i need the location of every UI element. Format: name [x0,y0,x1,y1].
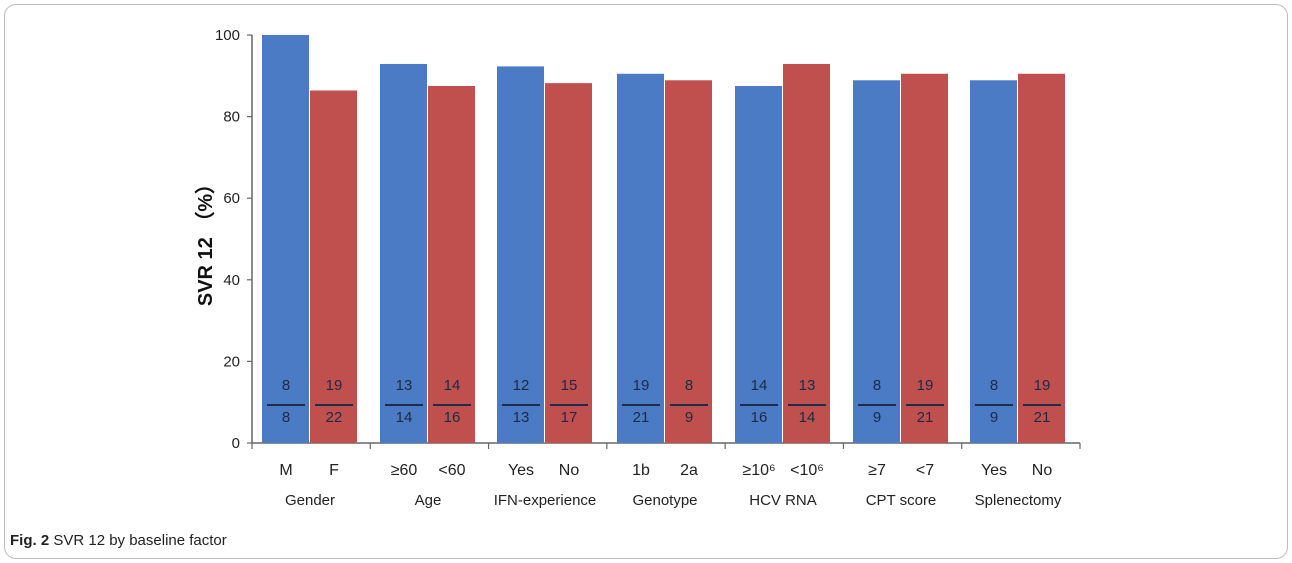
x-category-label: No [559,462,580,479]
bar-fraction-numerator: 13 [799,377,816,394]
y-tick-label: 100 [215,27,240,44]
x-group-label: Splenectomy [975,492,1062,509]
bar-fraction-denominator: 9 [685,409,693,426]
bar-fraction-denominator: 14 [396,409,413,426]
x-group-label: Genotype [632,492,697,509]
x-category-label: ≥7 [868,462,886,479]
bar-hcv-rna-2 [783,63,830,444]
y-tick-label: 80 [223,109,240,126]
x-category-label: No [1032,462,1053,479]
bar-fraction-numerator: 15 [561,377,578,394]
bar-hcv-rna-1 [735,86,782,443]
x-category-label: Yes [508,462,534,479]
bar-ifn-experience-2 [545,83,592,444]
x-group-label: Gender [285,492,335,509]
caption-label: Fig. 2 [10,532,50,549]
x-group-label: CPT score [866,492,937,509]
bar-fraction-numerator: 19 [326,377,343,394]
bar-genotype-2 [665,80,712,444]
bar-age-2 [428,86,475,443]
bar-cpt-score-2 [901,73,948,443]
y-tick-label: 60 [223,190,240,207]
x-group-label: Age [415,492,442,509]
y-tick-label: 40 [223,272,240,289]
bar-gender-2 [310,90,357,443]
figure-caption: Fig. 2 SVR 12 by baseline factor [10,532,227,549]
bar-cpt-score-1 [853,80,900,444]
x-category-label: 1b [632,462,650,479]
bar-fraction-denominator: 21 [633,409,650,426]
bar-genotype-1 [617,73,664,443]
bar-fraction-denominator: 16 [751,409,768,426]
bar-fraction-denominator: 9 [990,409,998,426]
y-axis-label: SVR 12 （%） [194,174,217,306]
bar-fraction-numerator: 19 [1034,377,1051,394]
x-category-label: ≥60 [391,462,418,479]
bar-fraction-denominator: 21 [1034,409,1051,426]
bar-age-1 [380,63,427,444]
y-tick-label: 0 [232,435,240,452]
caption-text: SVR 12 by baseline factor [53,532,227,549]
bar-fraction-denominator: 14 [799,409,816,426]
svr12-bar-chart: 0 20 40 60 80 100 SVR 12 （%） 8 8 M 19 22 F Gender 13 14… [194,27,1081,509]
bar-fraction-denominator: 21 [917,409,934,426]
bar-fraction-numerator: 8 [873,377,881,394]
bar-fraction-denominator: 13 [513,409,530,426]
bar-fraction-numerator: 8 [990,377,998,394]
x-category-label: <60 [438,462,465,479]
bar-splenectomy-2 [1018,73,1065,443]
bar-fraction-numerator: 19 [633,377,650,394]
x-category-label: 2a [680,462,698,479]
bar-fraction-numerator: 8 [282,377,290,394]
x-category-label: M [279,462,292,479]
bar-fraction-denominator: 17 [561,409,578,426]
bar-fraction-numerator: 13 [396,377,413,394]
bar-fraction-numerator: 12 [513,377,530,394]
bar-fraction-denominator: 22 [326,409,343,426]
bar-fraction-denominator: 16 [444,409,461,426]
bar-fraction-numerator: 14 [444,377,461,394]
bar-fraction-denominator: 8 [282,409,290,426]
bar-fraction-numerator: 19 [917,377,934,394]
bar-ifn-experience-1 [497,66,544,443]
x-category-label: ≥10⁶ [742,462,775,479]
x-category-label: F [329,462,339,479]
x-category-label: <10⁶ [790,462,824,479]
x-category-label: <7 [916,462,934,479]
bar-splenectomy-1 [970,80,1017,444]
y-tick-label: 20 [223,353,240,370]
x-group-label: IFN-experience [494,492,597,509]
bar-fraction-numerator: 14 [751,377,768,394]
bar-fraction-numerator: 8 [685,377,693,394]
figure-frame [4,4,1288,559]
bar-gender-1 [262,35,309,443]
bar-fraction-denominator: 9 [873,409,881,426]
x-group-label: HCV RNA [749,492,817,509]
x-category-label: Yes [981,462,1007,479]
